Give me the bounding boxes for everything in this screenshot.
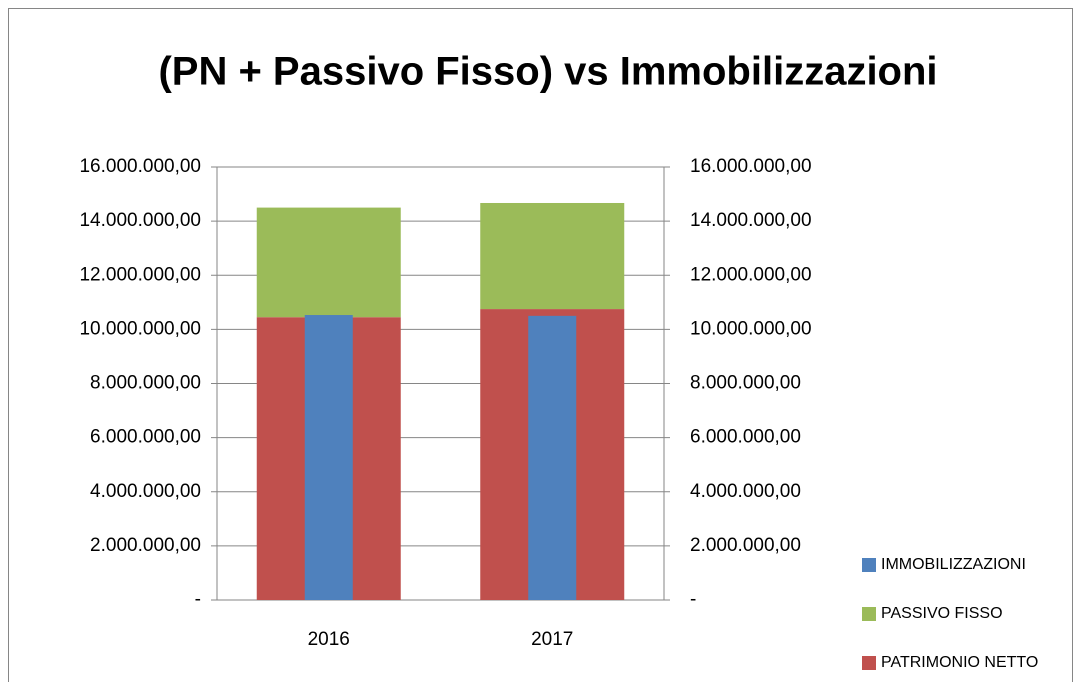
y2-tick-label: 10.000.000,00 [690, 318, 812, 339]
legend-label: PASSIVO FISSO [881, 605, 1003, 622]
y2-tick-label: 14.000.000,00 [690, 210, 812, 231]
y-tick-label: 6.000.000,00 [90, 427, 201, 448]
legend-label: PATRIMONIO NETTO [881, 654, 1038, 671]
y2-tick-label: 12.000.000,00 [690, 264, 812, 285]
x-tick-label: 2016 [308, 629, 350, 650]
bar [480, 202, 625, 310]
y2-tick-label: 2.000.000,00 [690, 535, 801, 556]
y2-tick-label: 4.000.000,00 [690, 481, 801, 502]
legend-swatch [862, 558, 876, 572]
y-tick-label: - [195, 589, 201, 610]
bar [528, 315, 577, 600]
legend-swatch [862, 607, 876, 621]
y-tick-label: 14.000.000,00 [79, 210, 201, 231]
y2-tick-label: - [690, 589, 696, 610]
y-tick-label: 4.000.000,00 [90, 481, 201, 502]
y2-tick-label: 16.000.000,00 [690, 156, 812, 177]
chart-title: (PN + Passivo Fisso) vs Immobilizzazioni [158, 50, 937, 94]
y-tick-label: 2.000.000,00 [90, 535, 201, 556]
y2-tick-label: 8.000.000,00 [690, 373, 801, 394]
legend-swatch [862, 656, 876, 670]
x-tick-label: 2017 [531, 629, 573, 650]
y2-tick-label: 6.000.000,00 [690, 427, 801, 448]
y-tick-label: 12.000.000,00 [79, 264, 201, 285]
bar [256, 207, 401, 318]
legend-label: IMMOBILIZZAZIONI [881, 556, 1026, 573]
y-tick-label: 8.000.000,00 [90, 373, 201, 394]
bar [304, 315, 353, 600]
y-tick-label: 10.000.000,00 [79, 318, 201, 339]
y-tick-label: 16.000.000,00 [79, 156, 201, 177]
